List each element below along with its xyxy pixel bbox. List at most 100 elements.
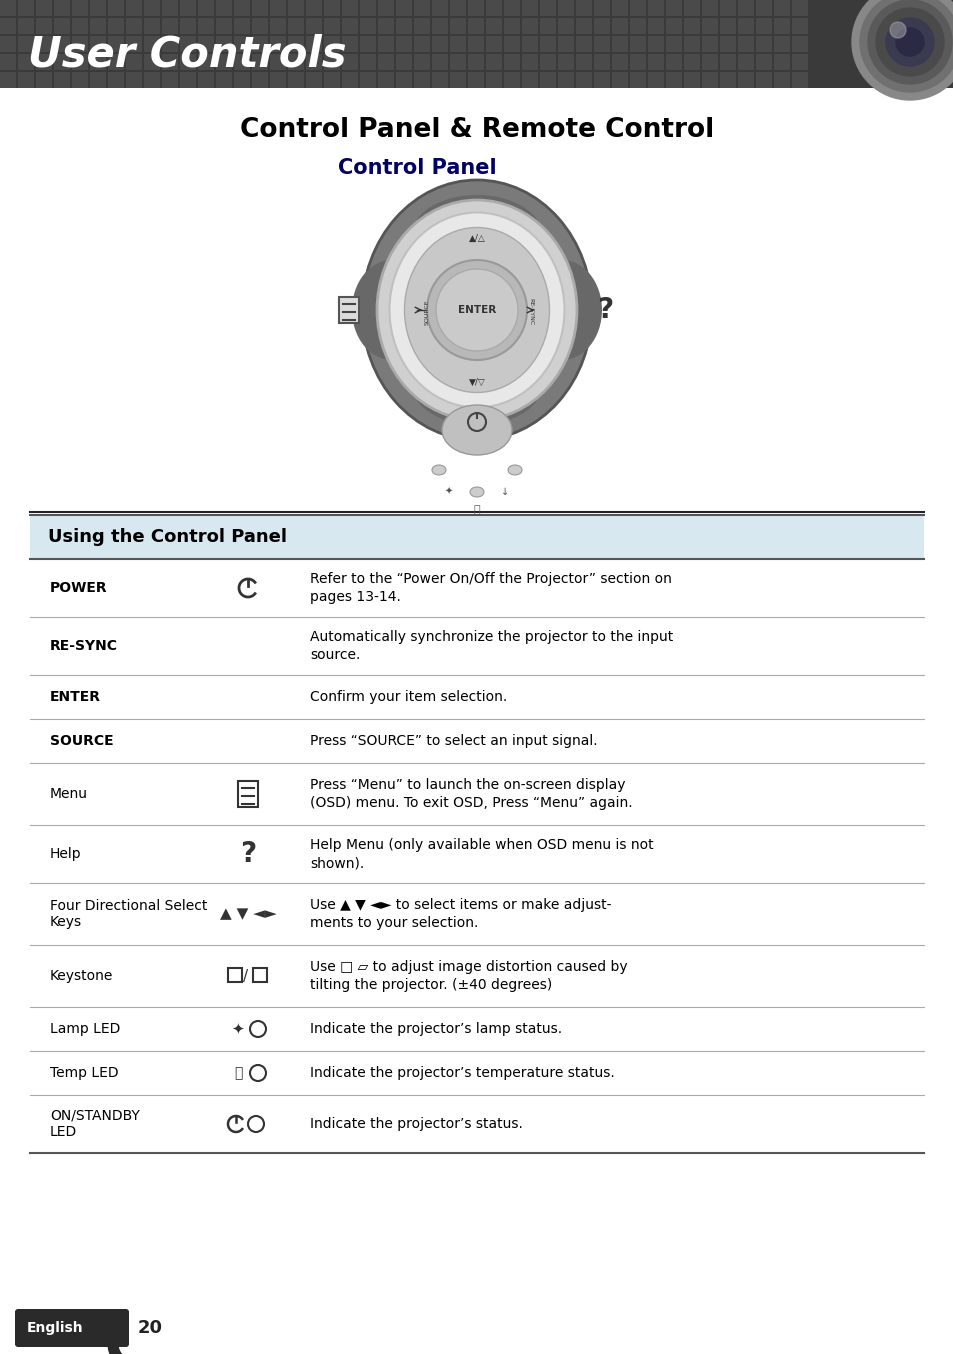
Bar (612, 37, 627, 51)
Bar (450, 37, 465, 51)
Bar (612, 18, 627, 34)
Bar (270, 18, 286, 34)
Bar (647, 72, 663, 88)
Bar (683, 54, 700, 70)
Bar (558, 72, 574, 88)
Ellipse shape (521, 260, 601, 360)
Bar (252, 18, 268, 34)
Bar (594, 18, 609, 34)
Bar (503, 18, 519, 34)
Bar (359, 18, 375, 34)
Text: ▲/△: ▲/△ (468, 233, 485, 242)
Bar (701, 72, 718, 88)
Bar (629, 18, 645, 34)
Circle shape (851, 0, 953, 100)
Text: Keystone: Keystone (50, 969, 113, 983)
Bar (450, 18, 465, 34)
Bar (521, 0, 537, 16)
Bar (144, 37, 160, 51)
Bar (0, 54, 16, 70)
Bar (773, 18, 789, 34)
Bar (288, 18, 304, 34)
Bar (324, 72, 339, 88)
Bar (341, 0, 357, 16)
Text: User Controls: User Controls (28, 34, 346, 76)
Bar (791, 72, 807, 88)
Bar (503, 0, 519, 16)
Text: Help: Help (50, 848, 82, 861)
Bar (233, 54, 250, 70)
Bar (359, 54, 375, 70)
Bar (450, 72, 465, 88)
Text: Use ▲ ▼ ◄► to select items or make adjust-
ments to your selection.: Use ▲ ▼ ◄► to select items or make adjus… (310, 898, 611, 930)
Bar (0, 18, 16, 34)
Bar (395, 18, 412, 34)
Bar (485, 54, 501, 70)
Ellipse shape (412, 195, 541, 275)
Text: English: English (27, 1322, 83, 1335)
Bar (306, 37, 322, 51)
Bar (647, 18, 663, 34)
Bar (108, 37, 124, 51)
Bar (468, 72, 483, 88)
Ellipse shape (432, 464, 446, 475)
Bar (377, 18, 394, 34)
Bar (432, 54, 448, 70)
Bar (594, 0, 609, 16)
Bar (215, 72, 232, 88)
Bar (126, 72, 142, 88)
Bar (162, 72, 178, 88)
Bar (665, 37, 681, 51)
Bar (306, 72, 322, 88)
Bar (594, 72, 609, 88)
Bar (539, 54, 556, 70)
Bar (36, 0, 52, 16)
Bar (180, 72, 195, 88)
Bar (683, 18, 700, 34)
Ellipse shape (376, 200, 577, 420)
Bar (395, 37, 412, 51)
Bar (647, 54, 663, 70)
Bar (144, 18, 160, 34)
Bar (701, 18, 718, 34)
Bar (414, 72, 430, 88)
Text: Use □ ▱ to adjust image distortion caused by
tilting the projector. (±40 degrees: Use □ ▱ to adjust image distortion cause… (310, 960, 627, 992)
Bar (270, 37, 286, 51)
Bar (198, 18, 213, 34)
Bar (701, 54, 718, 70)
Bar (414, 0, 430, 16)
Bar (485, 72, 501, 88)
Bar (90, 37, 106, 51)
Bar (144, 54, 160, 70)
Bar (341, 18, 357, 34)
Bar (36, 37, 52, 51)
Text: Control Panel: Control Panel (337, 158, 496, 177)
Bar (503, 72, 519, 88)
Bar (71, 18, 88, 34)
Bar (450, 54, 465, 70)
Bar (180, 18, 195, 34)
Ellipse shape (361, 180, 592, 440)
Bar (791, 18, 807, 34)
Bar (755, 54, 771, 70)
Ellipse shape (436, 269, 517, 351)
Bar (665, 0, 681, 16)
Bar (126, 37, 142, 51)
Bar (252, 37, 268, 51)
Bar (126, 0, 142, 16)
Bar (54, 37, 70, 51)
Bar (485, 37, 501, 51)
Text: ▲ ▼ ◄►: ▲ ▼ ◄► (219, 906, 276, 922)
Bar (665, 54, 681, 70)
Bar (198, 72, 213, 88)
Bar (54, 54, 70, 70)
Bar (468, 18, 483, 34)
Ellipse shape (412, 345, 541, 425)
Bar (594, 54, 609, 70)
Bar (108, 54, 124, 70)
Circle shape (875, 8, 943, 76)
Bar (377, 0, 394, 16)
Bar (395, 0, 412, 16)
Bar (701, 0, 718, 16)
Ellipse shape (507, 464, 521, 475)
